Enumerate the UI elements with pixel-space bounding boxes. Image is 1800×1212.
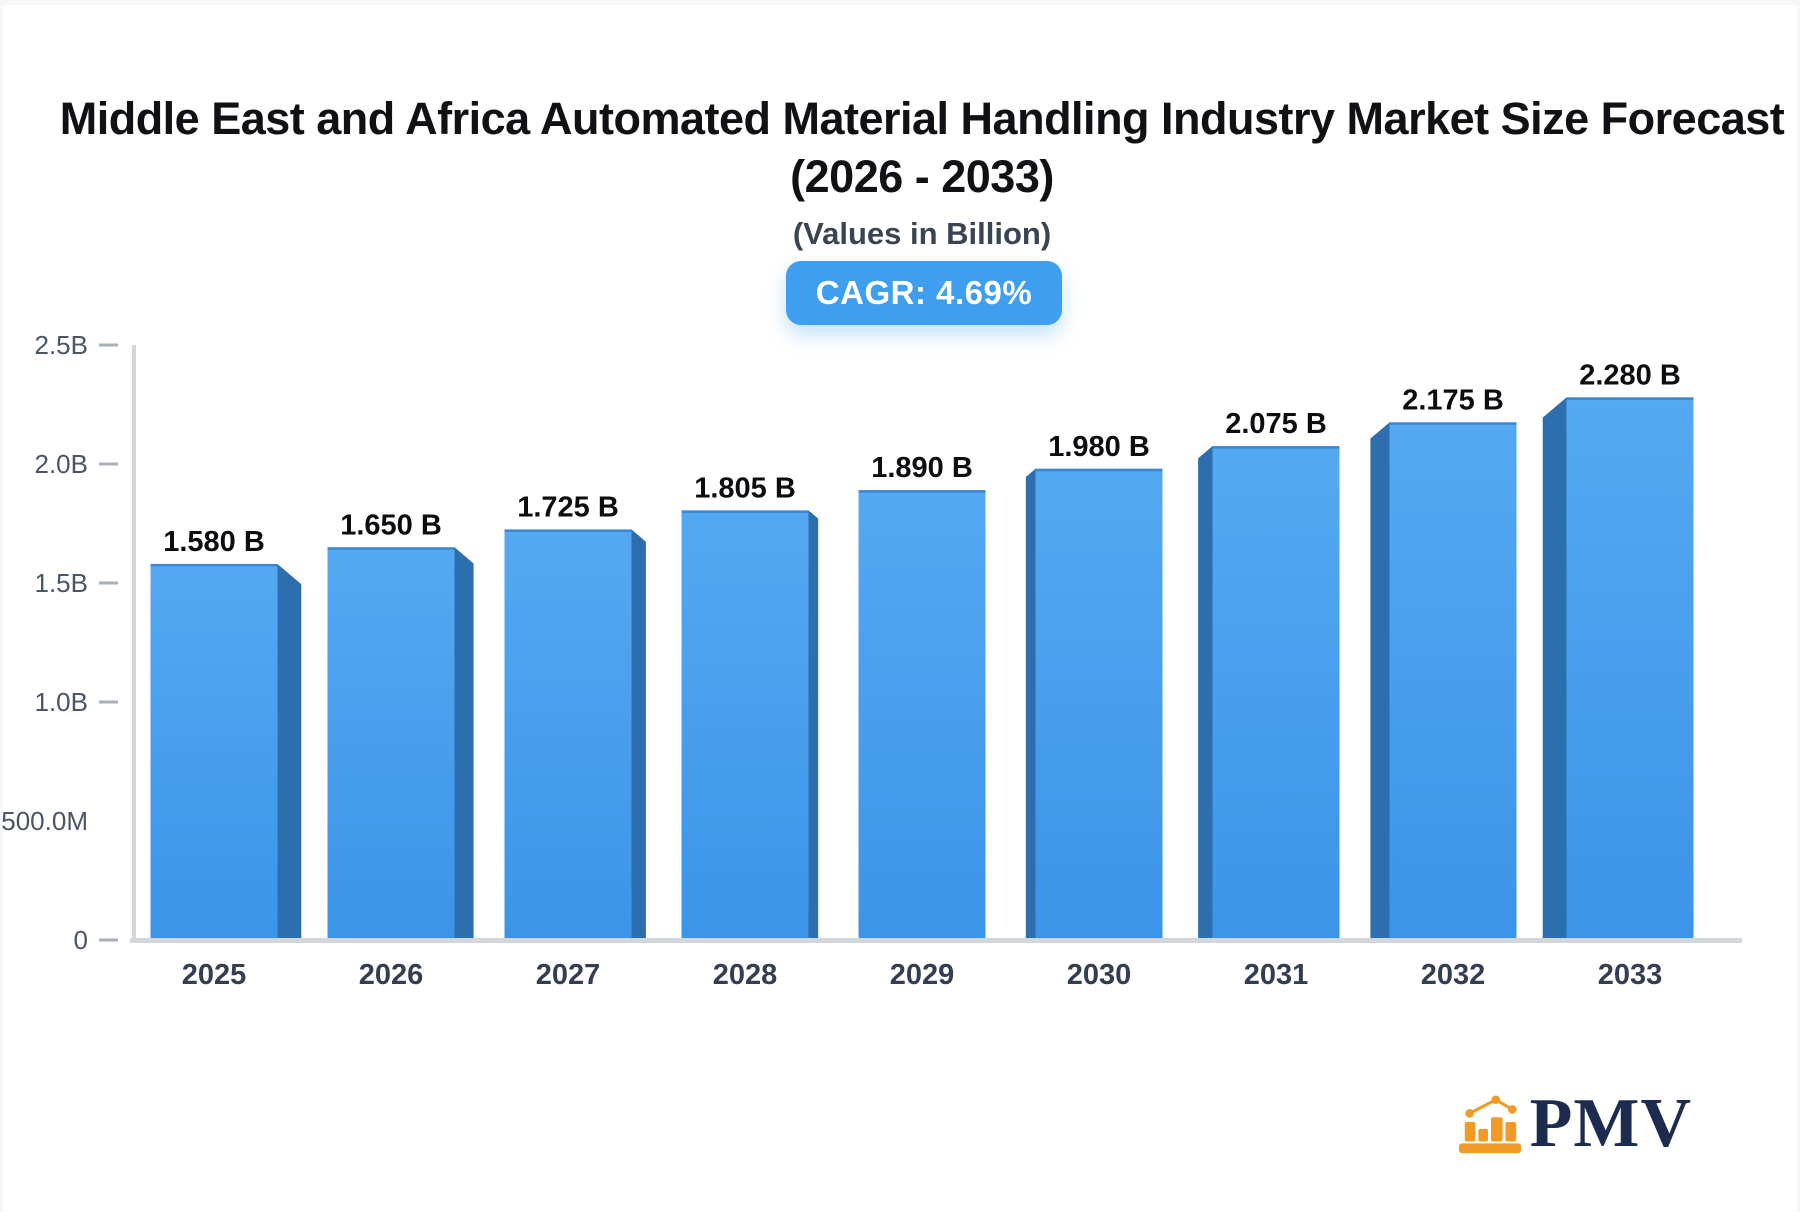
bar-top-edge-2033 xyxy=(1566,397,1694,400)
logo-base xyxy=(1458,1143,1521,1154)
bar-2026 xyxy=(327,547,455,940)
x-axis-label-2027: 2027 xyxy=(536,959,601,991)
chart-subtitle: (Values in Billion) xyxy=(792,216,1052,251)
bar-side-2028 xyxy=(808,510,819,940)
x-axis-label-2030: 2030 xyxy=(1067,959,1132,991)
y-tick-label-1.0B: 1.0B xyxy=(35,687,89,717)
bar-chart-canvas: 1.580 B 2025 1.650 B 2026 1.725 B 2027 1.805 B… xyxy=(1,330,1742,991)
logo-trend-dot-3 xyxy=(1507,1105,1517,1114)
bar-side-2027 xyxy=(631,529,646,940)
logo-trend-line xyxy=(1468,1097,1513,1115)
bar-side-2030 xyxy=(1025,468,1036,940)
logo-trend-dot-1 xyxy=(1464,1109,1474,1118)
bar-chart: 1.580 B 2025 1.650 B 2026 1.725 B 2027 1.805 B… xyxy=(0,320,1800,1020)
page-left-edge xyxy=(0,0,3,1212)
bar-side-2031 xyxy=(1198,446,1213,940)
bar-side-2033 xyxy=(1542,397,1567,940)
x-axis-label-2032: 2032 xyxy=(1421,959,1486,991)
bar-top-edge-2026 xyxy=(327,547,455,550)
x-axis-label-2026: 2026 xyxy=(359,959,424,991)
x-axis-label-2025: 2025 xyxy=(182,959,247,991)
y-tick-label-1.5B: 1.5B xyxy=(35,568,89,598)
bar-value-label-2030: 1.980 B xyxy=(1048,431,1150,463)
y-axis-line xyxy=(132,345,136,942)
bar-value-label-2025: 1.580 B xyxy=(163,526,265,558)
bar-top-edge-2025 xyxy=(150,563,278,567)
bar-top-edge-2030 xyxy=(1035,468,1163,472)
bar-top-edge-2027 xyxy=(504,529,632,532)
x-axis-label-2033: 2033 xyxy=(1598,959,1663,991)
logo-bar-4 xyxy=(1505,1122,1516,1142)
pmv-logo-text: PMV xyxy=(1529,1085,1692,1162)
bar-value-label-2031: 2.075 B xyxy=(1225,408,1327,440)
x-axis-label-2031: 2031 xyxy=(1244,959,1309,991)
y-tick-dash-2.5B xyxy=(99,343,118,347)
bar-side-2025 xyxy=(277,563,302,940)
bar-2028 xyxy=(681,510,809,940)
bar-top-edge-2032 xyxy=(1389,422,1517,425)
y-tick-dash-1.0B xyxy=(99,700,118,704)
pmv-logo: PMV xyxy=(1458,1085,1692,1162)
y-tick-dash-1.5B xyxy=(99,581,118,585)
bar-2031 xyxy=(1212,446,1340,940)
chart-title: Middle East and Africa Automated Materia… xyxy=(22,90,1800,206)
chart-header: Middle East and Africa Automated Materia… xyxy=(22,90,1800,252)
y-tick-label-2.5B: 2.5B xyxy=(35,330,89,360)
logo-trend-dot-2 xyxy=(1491,1095,1500,1105)
bar-2033 xyxy=(1566,397,1694,940)
bar-2029 xyxy=(858,490,986,940)
chart-title-line2: (2026 - 2033) xyxy=(790,151,1054,202)
bar-side-2026 xyxy=(454,547,474,940)
y-tick-dash-2.0B xyxy=(99,462,118,466)
bar-value-label-2032: 2.175 B xyxy=(1402,384,1504,416)
y-tick-dash-0 xyxy=(99,938,118,942)
page-top-edge xyxy=(0,0,1800,5)
bar-side-2032 xyxy=(1370,422,1390,941)
bar-2032 xyxy=(1389,422,1517,941)
bar-2027 xyxy=(504,529,632,940)
page-right-edge xyxy=(1797,0,1800,1212)
y-tick-label-500.0M: 500.0M xyxy=(1,806,88,836)
bar-top-edge-2029 xyxy=(858,490,986,493)
x-axis-label-2029: 2029 xyxy=(890,959,955,991)
y-tick-label-2.0B: 2.0B xyxy=(35,449,89,479)
bar-value-label-2029: 1.890 B xyxy=(871,452,973,484)
bar-value-label-2026: 1.650 B xyxy=(340,509,442,541)
logo-bar-3 xyxy=(1490,1117,1503,1142)
y-tick-label-0: 0 xyxy=(74,925,88,955)
logo-bar-1 xyxy=(1464,1122,1476,1142)
bar-value-label-2027: 1.725 B xyxy=(517,491,619,523)
chart-title-line1: Middle East and Africa Automated Materia… xyxy=(59,93,1785,144)
bar-2030 xyxy=(1035,468,1163,940)
bar-2025 xyxy=(150,563,278,940)
x-axis-label-2028: 2028 xyxy=(713,959,778,991)
x-axis-line xyxy=(130,938,1742,943)
bar-value-label-2028: 1.805 B xyxy=(694,472,796,504)
pmv-logo-icon xyxy=(1458,1095,1521,1154)
cagr-badge: CAGR: 4.69% xyxy=(786,261,1062,325)
bar-value-label-2033: 2.280 B xyxy=(1579,359,1681,391)
logo-bar-2 xyxy=(1477,1128,1488,1142)
bar-top-edge-2031 xyxy=(1212,446,1340,449)
bar-top-edge-2028 xyxy=(681,510,809,513)
